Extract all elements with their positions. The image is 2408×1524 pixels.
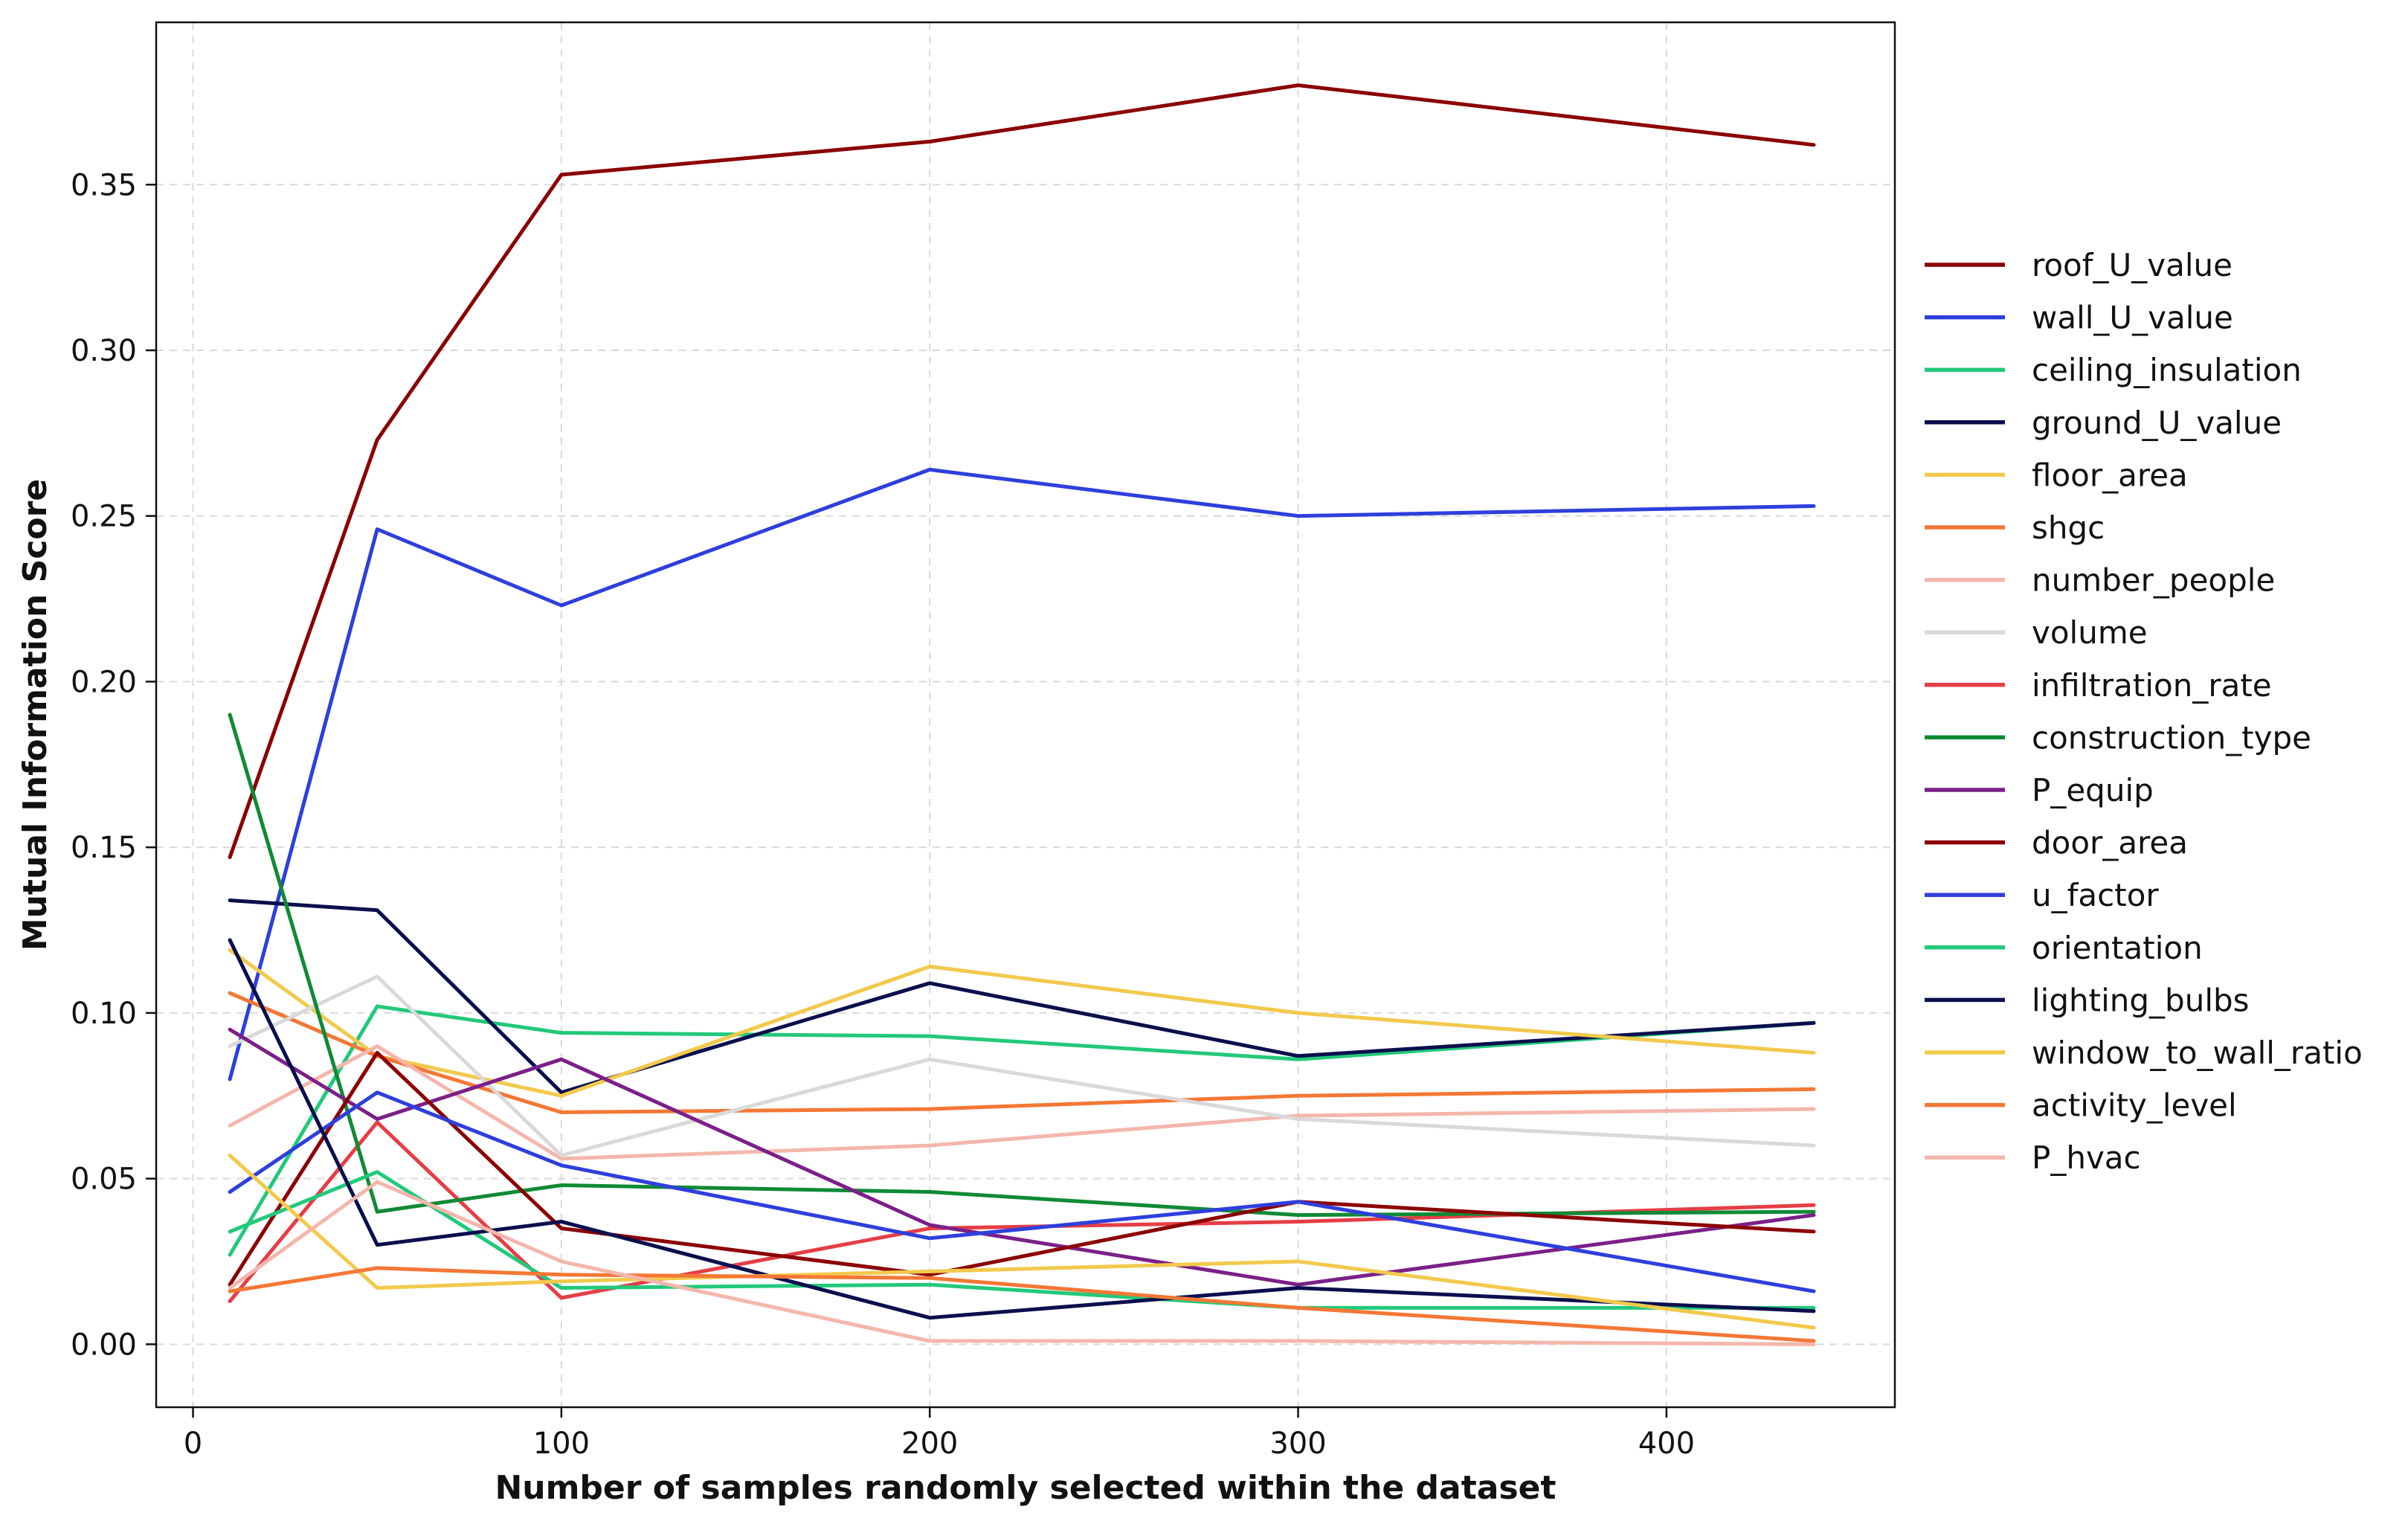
legend-label: ground_U_value <box>2032 405 2282 441</box>
plot-area-frame <box>155 21 1896 1409</box>
legend-item: P_equip <box>1925 772 2154 808</box>
x-tick-label: 100 <box>533 1427 590 1461</box>
legend-label: door_area <box>2032 825 2188 861</box>
y-tick-label: 0.00 <box>71 1328 137 1362</box>
legend-item: door_area <box>1925 825 2188 861</box>
legend-item: activity_level <box>1925 1087 2237 1124</box>
x-tick-label: 300 <box>1269 1427 1326 1461</box>
y-tick-label: 0.20 <box>71 665 137 699</box>
legend-label: activity_level <box>2032 1087 2237 1124</box>
y-tick-label: 0.30 <box>71 334 137 368</box>
x-tick-label: 0 <box>184 1427 202 1461</box>
legend-item: floor_area <box>1925 457 2188 493</box>
legend-item: ceiling_insulation <box>1925 352 2302 388</box>
legend-item: number_people <box>1925 562 2275 599</box>
series-line-p-hvac <box>228 1180 1816 1346</box>
y-tick-label: 0.10 <box>71 997 137 1031</box>
y-tick-label: 0.25 <box>71 500 137 534</box>
series-line-floor-area <box>228 948 1816 1098</box>
legend-item: window_to_wall_ratio <box>1925 1035 2363 1071</box>
y-tick-label: 0.35 <box>71 168 137 202</box>
series-line-u-factor <box>228 1090 1816 1293</box>
legend-item: lighting_bulbs <box>1925 982 2250 1018</box>
legend-item: roof_U_value <box>1925 247 2232 283</box>
legend-label: P_hvac <box>2032 1139 2141 1176</box>
series-line-ceiling-insulation <box>228 1004 1816 1257</box>
series-line-roof-u-value <box>228 83 1816 859</box>
legend-item: volume <box>1925 614 2148 651</box>
legend-label: P_equip <box>2032 772 2154 808</box>
legend-item: construction_type <box>1925 719 2311 756</box>
series-line-ground-u-value <box>228 898 1816 1095</box>
legend-label: roof_U_value <box>2032 247 2232 283</box>
legend-label: lighting_bulbs <box>2032 982 2250 1018</box>
legend-label: infiltration_rate <box>2032 667 2272 704</box>
legend-label: wall_U_value <box>2032 300 2233 336</box>
legend-label: shgc <box>2032 509 2105 546</box>
legend-item: orientation <box>1925 930 2203 966</box>
series-line-wall-u-value <box>228 467 1816 1081</box>
x-axis-label: Number of samples randomly selected with… <box>495 1469 1556 1507</box>
series-lines <box>228 83 1816 1346</box>
series-line-door-area <box>228 1050 1816 1287</box>
y-tick-label: 0.05 <box>71 1163 137 1197</box>
legend-item: ground_U_value <box>1925 405 2282 441</box>
legend-item: u_factor <box>1925 877 2159 913</box>
y-axis-ticks: 0.00 0.05 0.10 0.15 0.20 0.25 0.30 0.35 <box>71 168 156 1362</box>
legend-label: window_to_wall_ratio <box>2032 1035 2363 1071</box>
legend-item: shgc <box>1925 509 2105 546</box>
legend-item: infiltration_rate <box>1925 667 2272 704</box>
x-tick-label: 200 <box>901 1427 958 1461</box>
x-tick-label: 400 <box>1638 1427 1695 1461</box>
legend-label: number_people <box>2032 562 2275 599</box>
legend: roof_U_value wall_U_value ceiling_insulati… <box>1925 247 2363 1176</box>
grid-lines <box>156 22 1895 1407</box>
legend-label: floor_area <box>2032 457 2188 493</box>
series-line-infiltration-rate <box>228 1120 1816 1303</box>
series-line-number-people <box>228 1044 1816 1161</box>
legend-item: P_hvac <box>1925 1139 2141 1176</box>
series-line-lighting-bulbs <box>228 938 1816 1320</box>
legend-label: orientation <box>2032 930 2203 966</box>
series-line-volume <box>228 974 1816 1157</box>
legend-label: ceiling_insulation <box>2032 352 2302 388</box>
y-axis-label: Mutual Information Score <box>16 479 54 951</box>
legend-label: u_factor <box>2032 877 2159 913</box>
y-tick-label: 0.15 <box>71 831 137 865</box>
x-axis-ticks: 0 100 200 300 400 <box>184 1407 1695 1461</box>
series-line-construction-type <box>228 713 1816 1218</box>
legend-label: volume <box>2032 614 2148 651</box>
series-line-orientation <box>228 1170 1816 1310</box>
legend-label: construction_type <box>2032 719 2311 756</box>
legend-item: wall_U_value <box>1925 300 2233 336</box>
series-line-shgc <box>228 991 1816 1114</box>
series-line-activity-level <box>228 1266 1816 1343</box>
